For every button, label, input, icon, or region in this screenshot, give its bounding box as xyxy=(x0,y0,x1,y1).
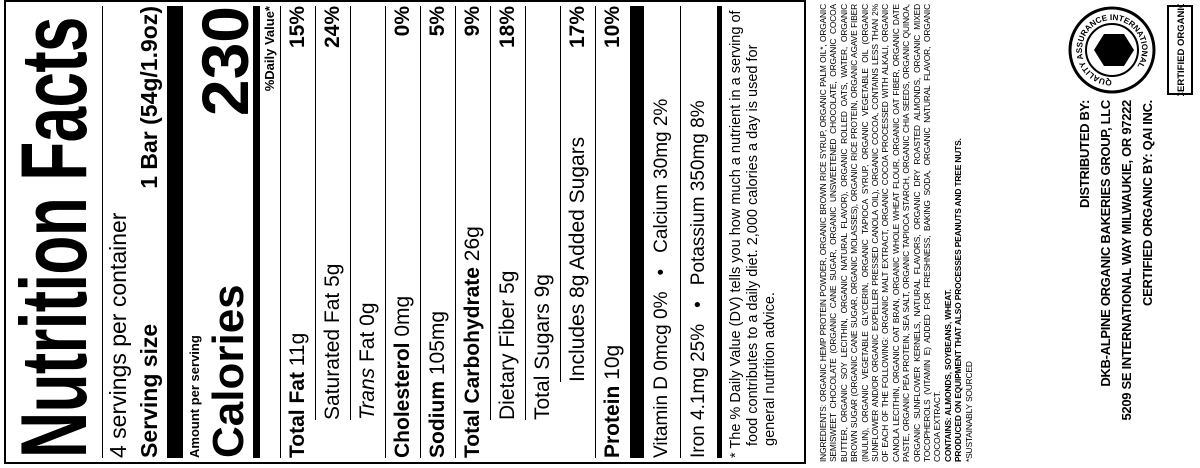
certification-logo: QUALITY ASSURANCE INTERNATIONAL CERTIFIE… xyxy=(1068,4,1193,96)
calories-label: Calories xyxy=(204,284,253,458)
footnote: * The % Daily Value (DV) tells you how m… xyxy=(728,10,778,458)
vitamin-rows: Vitamin D 0mcg 0% • Calcium 30mg 2% Iron 4.… xyxy=(644,6,717,458)
nutrient-amount: Fat 0g xyxy=(356,302,379,363)
rule xyxy=(630,6,644,458)
ingredients-block: INGREDIENTS: ORGANIC HEMP PROTEIN POWDER… xyxy=(818,4,974,462)
distributor: DISTRIBUTED BY: DKB-ALPINE ORGANIC BAKERI… xyxy=(1074,100,1158,468)
nutrient-label: Total Fat 11g xyxy=(286,333,310,458)
distributor-line: 5209 SE INTERNATIONAL WAY MILWAUKIE, OR … xyxy=(1119,100,1134,421)
equipment: PRODUCED ON EQUIPMENT THAT ALSO PROCESSE… xyxy=(953,138,964,462)
nutrient-dv: 17% xyxy=(566,6,589,49)
nutrient-name: Sodium xyxy=(426,381,449,458)
separator: • xyxy=(651,268,672,276)
nutrient-row: Total Sugars 9g xyxy=(525,6,560,420)
nutrient-dv: 10% xyxy=(601,6,624,49)
logo-inner xyxy=(1085,23,1139,77)
dv-header: %Daily Value* xyxy=(262,6,277,92)
nutrient-row: Protein 10g 10% xyxy=(595,6,630,458)
vitamin: Vitamin D 0mcg 0% xyxy=(651,291,672,459)
serving-size-value: 1 Bar (54g/1.9oz) xyxy=(136,6,162,189)
nutrient-row: Total Fat 11g 15% xyxy=(280,6,315,458)
servings: 4 servings per container xyxy=(105,212,131,458)
nutrient-label: Total Sugars 9g xyxy=(531,274,555,420)
calories-row: Calories 230 xyxy=(188,6,262,458)
sourced: *SUSTAINABLY SOURCED xyxy=(963,361,974,462)
distributor-line: CERTIFIED ORGANIC BY: QAI INC. xyxy=(1140,100,1155,306)
nutrient-row: Includes 8g Added Sugars 17% xyxy=(560,6,595,382)
logo-box xyxy=(1167,5,1193,95)
title: Nutrition Facts xyxy=(1,17,106,458)
logo-label: CERTIFIED ORGANIC xyxy=(1176,4,1187,96)
nutrient-label: Total Carbohydrate 26g xyxy=(461,226,485,458)
nutrient-name: Cholesterol xyxy=(391,342,414,458)
vitamin-row: Vitamin D 0mcg 0% • Calcium 30mg 2% xyxy=(644,6,680,458)
nutrient-name: Protein xyxy=(601,385,624,458)
nutrient-label: Includes 8g Added Sugars xyxy=(566,137,590,382)
nutrient-amount: 26g xyxy=(461,226,484,262)
serving-size-label: Serving size xyxy=(136,323,162,458)
distributor-line: DISTRIBUTED BY: xyxy=(1077,100,1092,208)
serving-size: Serving size 1 Bar (54g/1.9oz) xyxy=(133,6,167,458)
nutrient-row: Sodium 105mg 5% xyxy=(420,6,455,458)
vitamin: Iron 4.1mg 25% xyxy=(688,323,709,458)
nutrient-dv: 18% xyxy=(496,6,519,49)
nutrient-dv: 15% xyxy=(286,6,309,49)
ingredients: INGREDIENTS: ORGANIC HEMP PROTEIN POWDER… xyxy=(818,4,943,462)
nutrient-name: Total Carbohydrate xyxy=(461,267,484,458)
nutrient-row: Saturated Fat 5g 24% xyxy=(315,6,350,420)
nutrient-dv: 24% xyxy=(321,6,344,49)
nutrient-amount: 10g xyxy=(601,344,624,380)
nutrient-amount: 105mg xyxy=(426,310,449,376)
nutrient-amount: Dietary Fiber 5g xyxy=(496,270,519,420)
nutrient-row: Dietary Fiber 5g 18% xyxy=(490,6,525,420)
nutrient-amount: 0mg xyxy=(391,295,414,337)
allergens: CONTAINS: ALMONDS, SOYBEANS, WHEAT. xyxy=(942,289,953,462)
logo-ring xyxy=(1068,6,1156,94)
distributor-line: DKB-ALPINE ORGANIC BAKERIES GROUP, LLC xyxy=(1098,100,1113,387)
calories-value: 230 xyxy=(188,6,262,117)
nutrient-label: Saturated Fat 5g xyxy=(321,264,345,420)
rule xyxy=(167,6,183,458)
logo-emblem xyxy=(1094,34,1134,66)
nutrient-label: Protein 10g xyxy=(601,345,625,458)
nutrient-row: Total Carbohydrate 26g 9% xyxy=(455,6,490,458)
nutrition-panel: Nutrition Facts 4 servings per container… xyxy=(1,0,806,464)
vitamin: Calcium 30mg 2% xyxy=(651,98,672,253)
vitamin: Potassium 350mg 8% xyxy=(688,100,709,286)
nutrient-dv: 5% xyxy=(426,6,449,37)
nutrient-rows: Total Fat 11g 15% Saturated Fat 5g 24% Trans… xyxy=(280,6,630,458)
nutrient-name: Total Fat xyxy=(286,372,309,458)
nutrient-amount: 11g xyxy=(286,332,309,367)
nutrient-dv: 0% xyxy=(391,6,414,37)
nutrient-label: Cholesterol 0mg xyxy=(391,296,415,458)
nutrient-amount: Saturated Fat 5g xyxy=(321,263,344,420)
nutrient-label: Sodium 105mg xyxy=(426,311,450,458)
nutrient-row: Trans Fat 0g xyxy=(350,6,385,420)
nutrient-italic: Trans xyxy=(356,367,379,420)
nutrient-label: Dietary Fiber 5g xyxy=(496,271,520,420)
nutrient-row: Cholesterol 0mg 0% xyxy=(385,6,420,458)
nutrient-amount: Includes 8g Added Sugars xyxy=(566,136,589,382)
vitamin-row: Iron 4.1mg 25% • Potassium 350mg 8% xyxy=(680,6,717,458)
separator: • xyxy=(688,301,709,308)
nutrient-label: Trans Fat 0g xyxy=(356,302,380,420)
nutrient-dv: 9% xyxy=(461,6,484,37)
nutrient-amount: Total Sugars 9g xyxy=(531,274,554,420)
